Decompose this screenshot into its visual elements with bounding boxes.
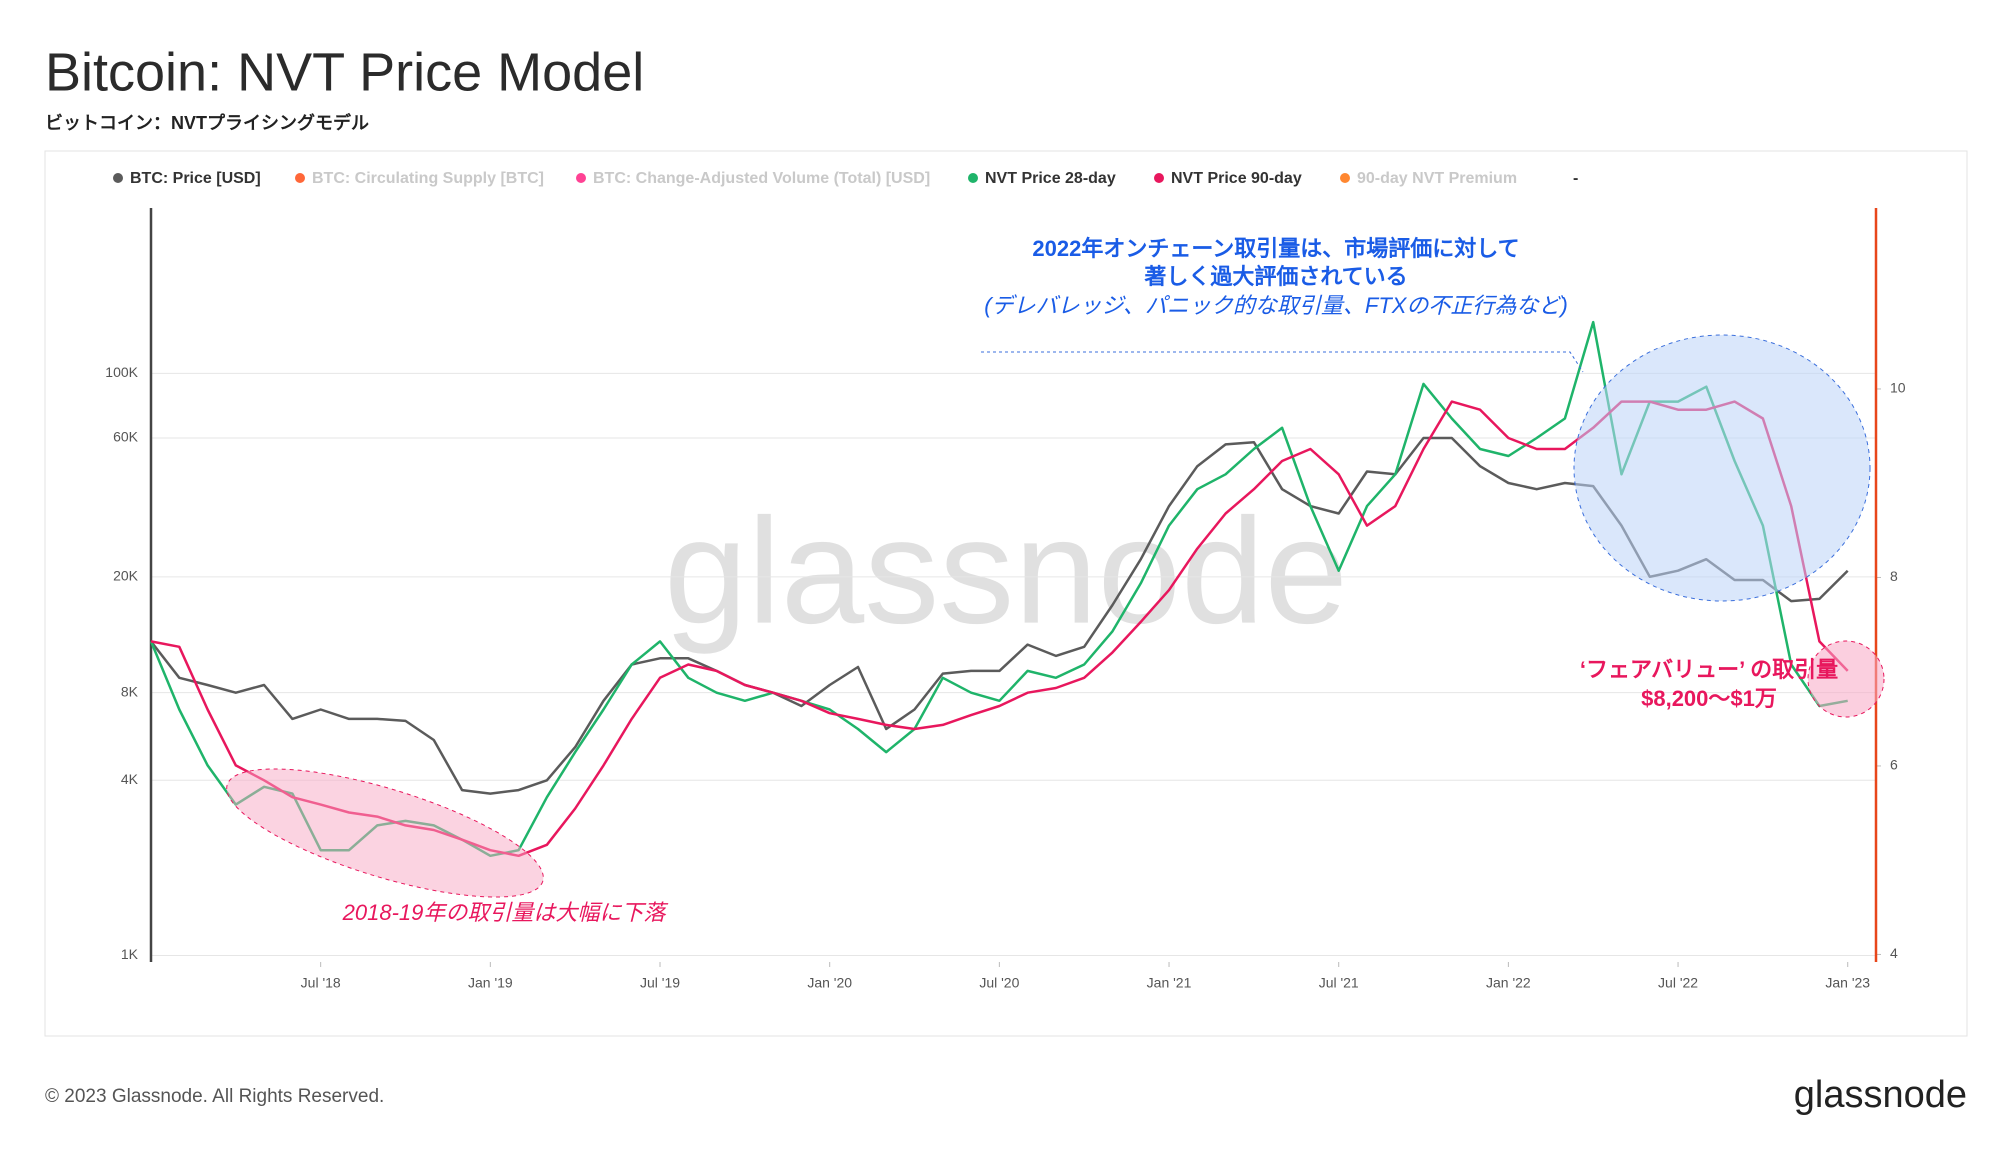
legend-label: BTC: Circulating Supply [BTC] [312,170,544,187]
chart-frame [44,150,1968,1037]
x-tick-label: Jul '22 [1658,975,1698,991]
legend-label: 90-day NVT Premium [1357,170,1517,187]
x-tick-label: Jul '18 [301,975,341,991]
chart-subtitle: ビットコイン：NVTプライシングモデル [45,112,369,133]
annotation: 2022年オンチェーン取引量は、市場評価に対して [1032,236,1519,261]
x-tick-label: Jan '23 [1825,975,1870,991]
leader-line [981,351,1584,373]
y2-tick-label: 4 [1890,945,1898,961]
x-tick-label: Jan '21 [1147,975,1192,991]
highlight-ellipse [226,768,544,898]
y-tick-label: 1K [121,946,139,962]
legend-marker [1340,173,1350,183]
legend-marker [113,173,123,183]
x-tick-label: Jul '21 [1319,975,1359,991]
y2-tick-label: 6 [1890,757,1898,773]
highlight-ellipse [1573,334,1871,602]
legend-marker [1154,173,1164,183]
highlight-circle [1807,640,1885,718]
x-tick-label: Jan '19 [468,975,513,991]
x-tick-label: Jan '22 [1486,975,1531,991]
chart-title: Bitcoin: NVT Price Model [45,42,644,102]
y-tick-label: 60K [113,429,139,445]
y-tick-label: 20K [113,568,139,584]
footer: © 2023 Glassnode. All Rights Reserved. [45,1086,384,1107]
legend-label: BTC: Price [USD] [130,170,261,187]
series-line [150,436,1849,795]
y2-tick-label: 8 [1890,568,1898,584]
legend-marker [576,173,586,183]
annotation: 著しく過大評価されている [1143,264,1407,289]
y-tick-label: 4K [121,771,139,787]
annotation: 2018-19年の取引量は大幅に下落 [342,900,669,925]
y-tick-label: 8K [121,683,139,699]
y2-tick-label: 10 [1890,380,1906,396]
logo: glassnode [1794,1074,1967,1116]
annotation: $8,200～$1万 [1641,686,1777,711]
watermark: glassnode [664,487,1348,655]
legend-label: NVT Price 28-day [985,170,1116,187]
x-tick-label: Jan '20 [807,975,852,991]
annotation: (デレバレッジ、パニック的な取引量、FTXの不正行為など) [984,293,1568,318]
annotation: ‘フェアバリュー’ の取引量 [1580,657,1838,682]
legend-marker [295,173,305,183]
x-tick-label: Jul '20 [979,975,1019,991]
legend-label: - [1573,170,1578,187]
legend-marker [968,173,978,183]
legend-label: NVT Price 90-day [1171,170,1302,187]
legend-label: BTC: Change-Adjusted Volume (Total) [USD… [593,170,930,187]
y-tick-label: 100K [105,364,138,380]
x-tick-label: Jul '19 [640,975,680,991]
